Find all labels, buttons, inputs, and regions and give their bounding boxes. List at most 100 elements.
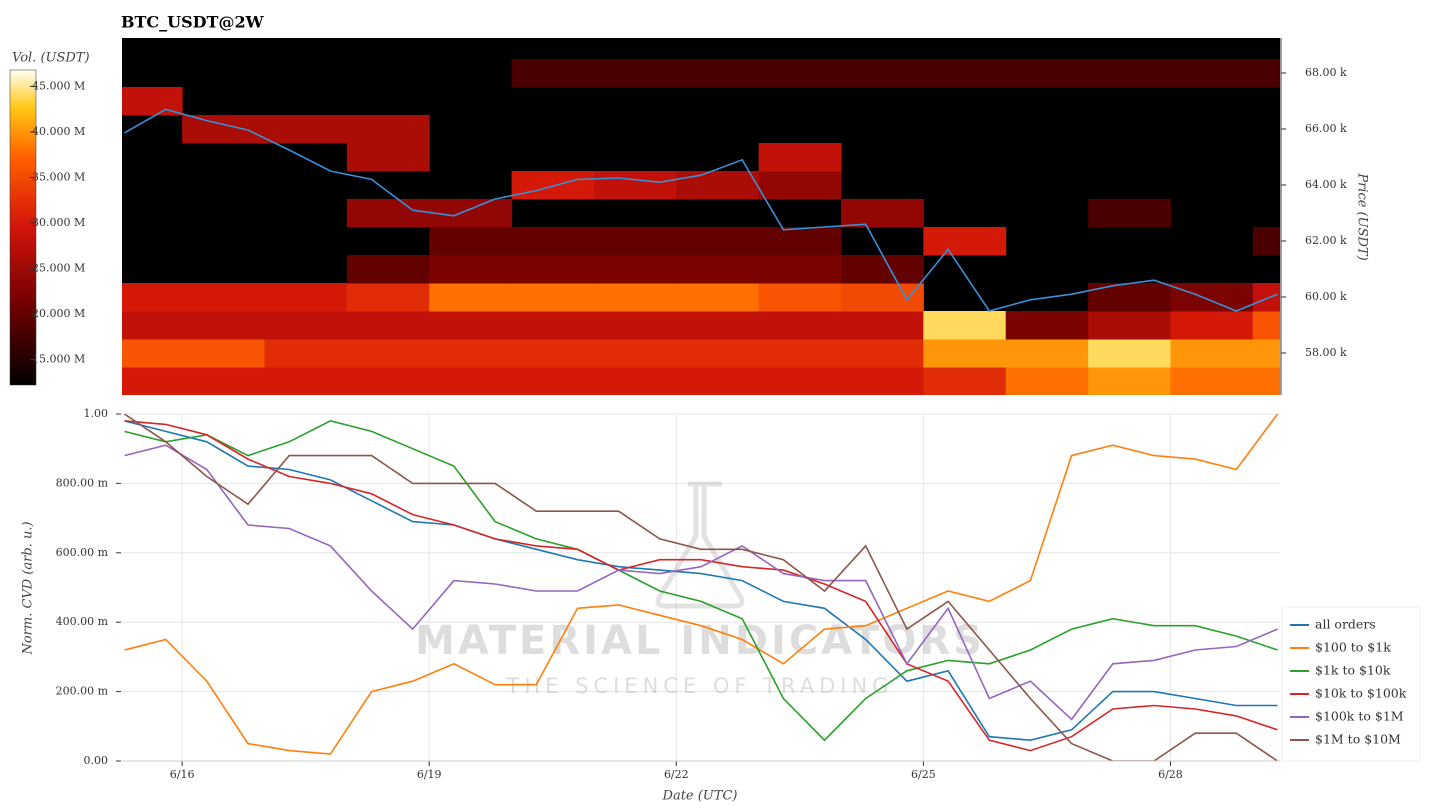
heat-cell [1005, 339, 1089, 368]
cvd-background [122, 414, 1280, 761]
colorbar-tick-label: 45.000 M [32, 79, 85, 92]
heat-cell [511, 367, 595, 395]
heat-cell [1088, 59, 1171, 88]
heat-cell [1088, 339, 1171, 368]
heat-cell [676, 59, 760, 88]
y-tick-label: 64.00 k [1305, 178, 1347, 191]
heat-cell [1005, 367, 1089, 395]
heat-cell [1170, 311, 1254, 340]
legend [1281, 606, 1421, 762]
heat-cell [923, 367, 1007, 395]
heat-cell [346, 255, 430, 284]
heat-cell [1005, 311, 1089, 340]
heat-cell [841, 255, 924, 284]
heat-cell [346, 115, 430, 144]
heat-cell [429, 311, 513, 340]
heat-cell [264, 367, 348, 395]
heat-cell [1252, 311, 1280, 340]
heat-cell [923, 339, 1007, 368]
heat-cell [676, 227, 760, 256]
colorbar [9, 69, 37, 386]
heat-cell [923, 311, 1007, 340]
heat-cell [1252, 339, 1280, 368]
heat-cell [264, 311, 348, 340]
heat-cell [676, 339, 760, 368]
y-tick-label: 66.00 k [1305, 122, 1347, 135]
heat-cell [182, 115, 265, 144]
heat-cell [182, 283, 265, 312]
cvd-line [124, 420, 1278, 742]
x-tick-label: 6/25 [911, 768, 936, 781]
heat-cell [593, 59, 677, 88]
heat-cell [593, 311, 677, 340]
heat-cell [676, 255, 760, 284]
colorbar-tick-label: 40.000 M [32, 125, 85, 138]
y-tick-label: 800.00 m [56, 476, 109, 489]
x-tick-label: 6/22 [664, 768, 689, 781]
colorbar-tick-label: 25.000 M [32, 261, 85, 274]
heat-cell [841, 283, 924, 312]
cvd-line [124, 414, 1279, 755]
heat-cell [429, 255, 513, 284]
heat-cell [511, 311, 595, 340]
heat-cell [429, 199, 513, 228]
heat-cell [346, 367, 430, 395]
price-axis-title: Price (USDT) [1355, 172, 1370, 260]
colorbar-tick-label: 35.000 M [32, 170, 85, 183]
heat-cell [1252, 227, 1280, 256]
x-tick-label: 6/19 [417, 768, 442, 781]
heat-cell [122, 311, 183, 340]
heat-cell [676, 311, 760, 340]
heat-cell [758, 171, 842, 200]
colorbar-tick-label: 30.000 M [32, 216, 85, 229]
heat-cell [182, 311, 265, 340]
heat-cell [758, 311, 842, 340]
heat-cell [511, 59, 595, 88]
heat-cell [264, 339, 348, 368]
heat-cell [1005, 59, 1089, 88]
heat-cell [429, 339, 513, 368]
legend-label: $1M to $10M [1315, 732, 1401, 747]
y-tick-label: 60.00 k [1305, 290, 1347, 303]
x-axis-title: Date (UTC) [662, 789, 738, 804]
heat-cell [758, 227, 842, 256]
heat-cell [122, 339, 183, 368]
heat-cell [346, 283, 430, 312]
heatmap-cells [122, 59, 1280, 395]
y-tick-label: 600.00 m [56, 546, 109, 559]
heat-cell [346, 143, 430, 172]
cvd-line [124, 420, 1278, 742]
legend-label: $1k to $10k [1315, 663, 1391, 678]
heat-cell [841, 367, 924, 395]
heat-cell [429, 227, 513, 256]
heat-cell [264, 115, 348, 144]
heat-cell [1170, 367, 1254, 395]
watermark-subtitle: THE SCIENCE OF TRADING [506, 674, 894, 698]
heat-cell [593, 255, 677, 284]
legend-label: all orders [1315, 617, 1376, 632]
heat-cell [182, 339, 265, 368]
y-tick-label: 0.00 [84, 754, 109, 767]
heat-cell [758, 255, 842, 284]
heat-cell [1088, 283, 1171, 312]
heat-cell [511, 255, 595, 284]
heat-cell [346, 199, 430, 228]
y-tick-label: 200.00 m [56, 685, 109, 698]
heat-cell [841, 311, 924, 340]
heat-cell [1252, 283, 1280, 312]
heat-cell [1088, 367, 1171, 395]
cvd-line [124, 420, 1278, 752]
heat-cell [841, 199, 924, 228]
y-tick-label: 68.00 k [1305, 66, 1347, 79]
heat-cell [1252, 59, 1280, 88]
heat-cell [676, 171, 760, 200]
colorbar-tick-label: 15.000 M [32, 353, 85, 366]
heat-cell [593, 339, 677, 368]
heat-cell [593, 283, 677, 312]
legend-entries: all orders $100 to $1k $1k to $10k $10k to … [1290, 617, 1407, 747]
y-tick-label: 1.00 [84, 407, 109, 420]
y-tick-label: 58.00 k [1305, 346, 1347, 359]
heat-cell [758, 59, 842, 88]
